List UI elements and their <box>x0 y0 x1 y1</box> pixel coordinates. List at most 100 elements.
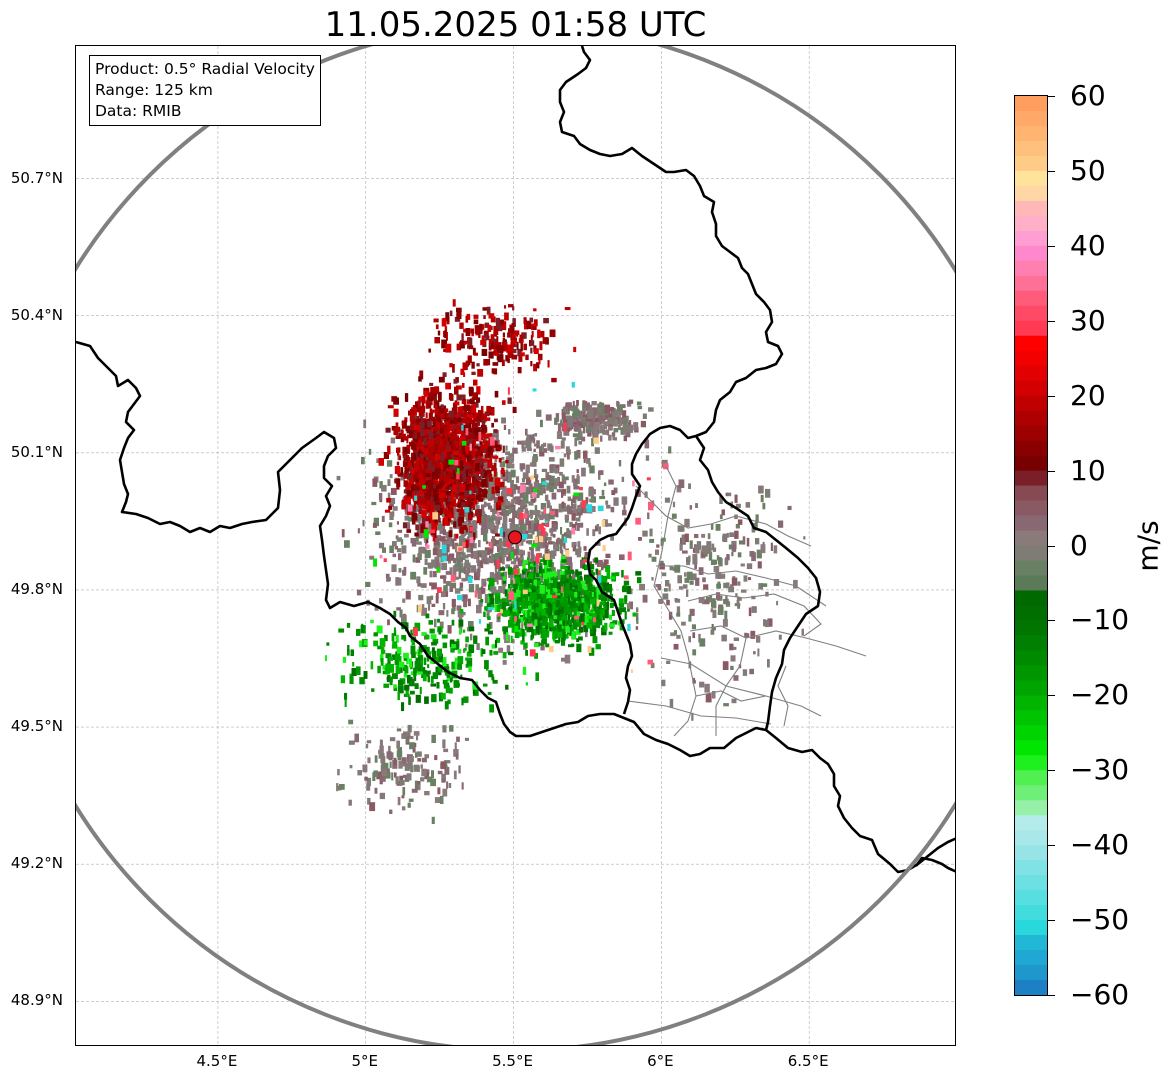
colorbar-band <box>1015 965 1047 981</box>
colorbar-band <box>1015 665 1047 681</box>
colorbar-band <box>1015 515 1047 531</box>
subregion-border <box>689 625 867 657</box>
subregion-border <box>687 593 822 637</box>
colorbar-band <box>1015 215 1047 232</box>
subregion-border <box>695 690 767 702</box>
colorbar-band <box>1015 320 1047 337</box>
colorbar-band <box>1015 560 1047 576</box>
subregion-borders <box>627 465 867 737</box>
colorbar-band <box>1015 680 1047 696</box>
colorbar-tick-label: 20 <box>1070 378 1106 412</box>
colorbar-tick-mark <box>1048 620 1055 622</box>
radar-map[interactable] <box>75 45 956 1046</box>
gridlines <box>76 46 955 1045</box>
lon-tick-label: 6.5°E <box>787 1052 829 1070</box>
map-title: 11.05.2025 01:58 UTC <box>324 5 707 45</box>
colorbar-tick-label: 10 <box>1070 453 1106 487</box>
colorbar-band <box>1015 755 1047 771</box>
colorbar-band <box>1015 395 1047 412</box>
lat-tick-label: 49.5°N <box>10 717 63 736</box>
colorbar-tick-mark <box>1048 470 1055 472</box>
country-border <box>76 340 955 874</box>
colorbar-tick-mark <box>1048 995 1055 996</box>
colorbar-band <box>1015 185 1047 202</box>
colorbar-band <box>1015 455 1047 471</box>
colorbar-band <box>1015 200 1047 217</box>
colorbar-band <box>1015 725 1047 741</box>
colorbar-tick-label: 40 <box>1070 228 1106 262</box>
product-label: Product: 0.5° Radial Velocity <box>95 60 315 78</box>
colorbar-band <box>1015 110 1047 127</box>
colorbar-band <box>1015 695 1047 711</box>
colorbar-band <box>1015 905 1047 921</box>
colorbar-band <box>1015 935 1047 951</box>
colorbar-band <box>1015 815 1047 831</box>
colorbar-band <box>1015 530 1047 546</box>
lat-tick-label: 48.9°N <box>10 991 63 1010</box>
colorbar-band <box>1015 170 1047 187</box>
colorbar-band <box>1015 710 1047 726</box>
colorbar-band <box>1015 590 1047 606</box>
colorbar-band <box>1015 155 1047 172</box>
subregion-border <box>653 465 697 737</box>
lat-tick-label: 50.1°N <box>10 442 63 461</box>
colorbar-band <box>1015 500 1047 516</box>
colorbar-tick-mark <box>1048 170 1055 172</box>
colorbar-band <box>1015 800 1047 816</box>
colorbar-band <box>1015 380 1047 397</box>
colorbar-tick-mark <box>1048 320 1055 322</box>
colorbar-tick-mark <box>1048 845 1055 847</box>
colorbar-band <box>1015 650 1047 666</box>
colorbar-band <box>1015 125 1047 142</box>
colorbar-tick-label: −20 <box>1070 678 1130 712</box>
subregion-border <box>656 565 827 607</box>
radar-map-canvas <box>76 46 955 1045</box>
colorbar-band <box>1015 96 1047 112</box>
colorbar-band <box>1015 230 1047 247</box>
lon-tick-label: 6°E <box>647 1052 674 1070</box>
colorbar-tick-label: −30 <box>1070 753 1130 787</box>
colorbar-band <box>1015 245 1047 262</box>
colorbar-band <box>1015 635 1047 651</box>
colorbar-tick-mark <box>1048 245 1055 247</box>
colorbar-band <box>1015 770 1047 786</box>
velocity-colorbar <box>1014 95 1048 996</box>
radar-site-marker[interactable] <box>508 530 523 545</box>
colorbar-band <box>1015 950 1047 966</box>
colorbar-gradient <box>1015 96 1047 995</box>
colorbar-band <box>1015 545 1047 561</box>
colorbar-band <box>1015 275 1047 292</box>
colorbar-band <box>1015 485 1047 501</box>
lon-tick-label: 5°E <box>351 1052 378 1070</box>
colorbar-band <box>1015 605 1047 621</box>
colorbar-band <box>1015 365 1047 382</box>
country-border <box>558 46 784 715</box>
colorbar-band <box>1015 335 1047 352</box>
colorbar-band <box>1015 410 1047 427</box>
colorbar-tick-mark <box>1048 695 1055 697</box>
subregion-border <box>627 700 772 725</box>
colorbar-band <box>1015 620 1047 636</box>
colorbar-band <box>1015 785 1047 801</box>
colorbar-tick-mark <box>1048 920 1055 922</box>
velocity-echoes <box>324 299 806 824</box>
colorbar-tick-label: −50 <box>1070 903 1130 937</box>
colorbar-band <box>1015 440 1047 456</box>
colorbar-band <box>1015 470 1047 486</box>
lat-tick-label: 49.8°N <box>10 579 63 598</box>
colorbar-tick-mark <box>1048 770 1055 772</box>
country-border <box>694 435 822 731</box>
data-source-label: Data: RMIB <box>95 102 182 120</box>
lat-tick-label: 50.4°N <box>10 305 63 324</box>
colorbar-tick-label: 50 <box>1070 153 1106 187</box>
colorbar-band <box>1015 305 1047 322</box>
colorbar-band <box>1015 845 1047 861</box>
product-info-box: Product: 0.5° Radial Velocity Range: 125… <box>89 55 321 126</box>
colorbar-band <box>1015 260 1047 277</box>
colorbar-tick-label: −10 <box>1070 603 1130 637</box>
colorbar-tick-mark <box>1048 545 1055 547</box>
country-border <box>914 856 955 873</box>
colorbar-band <box>1015 875 1047 891</box>
colorbar-band <box>1015 350 1047 367</box>
lat-tick-label: 50.7°N <box>10 168 63 187</box>
